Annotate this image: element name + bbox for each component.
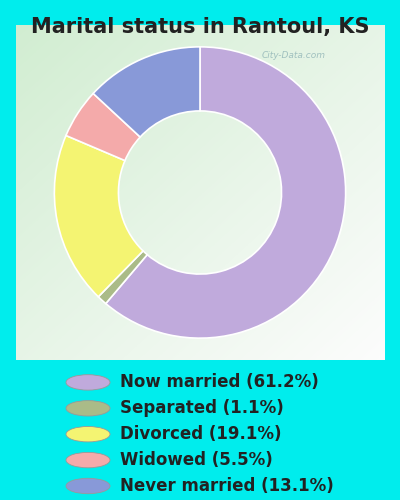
Wedge shape xyxy=(106,47,346,338)
Text: Never married (13.1%): Never married (13.1%) xyxy=(120,477,334,495)
Wedge shape xyxy=(98,251,147,304)
Text: City-Data.com: City-Data.com xyxy=(262,50,326,59)
Text: Divorced (19.1%): Divorced (19.1%) xyxy=(120,425,282,443)
Text: Separated (1.1%): Separated (1.1%) xyxy=(120,400,284,417)
Circle shape xyxy=(66,400,110,416)
Text: Widowed (5.5%): Widowed (5.5%) xyxy=(120,451,273,469)
Wedge shape xyxy=(66,94,140,160)
Circle shape xyxy=(66,374,110,390)
Text: Now married (61.2%): Now married (61.2%) xyxy=(120,374,319,392)
Circle shape xyxy=(66,452,110,468)
Text: Marital status in Rantoul, KS: Marital status in Rantoul, KS xyxy=(31,17,369,37)
Wedge shape xyxy=(93,47,200,137)
Circle shape xyxy=(66,478,110,494)
Circle shape xyxy=(66,426,110,442)
Wedge shape xyxy=(54,136,143,297)
